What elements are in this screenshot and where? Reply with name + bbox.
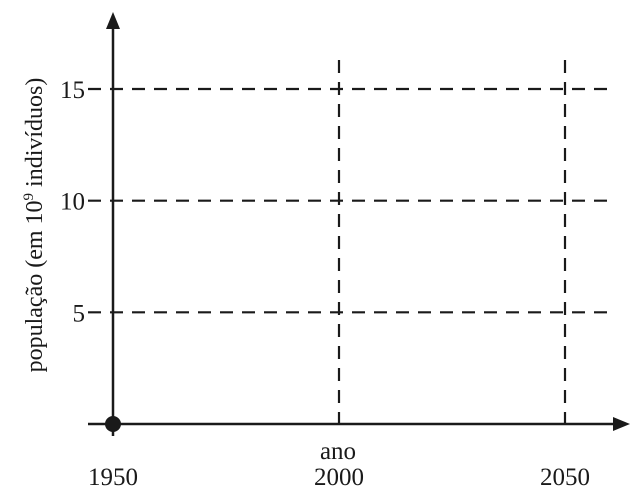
tick-labels: 5 10 15 1950 2000 2050 [60, 77, 590, 491]
y-tick-label-10: 10 [60, 189, 85, 216]
axes [88, 12, 630, 436]
y-axis-label-suffix: indivíduos) [22, 78, 48, 193]
data-points [105, 416, 121, 432]
y-axis-label-exponent: 9 [21, 193, 37, 201]
x-tick-label-2000: 2000 [314, 464, 364, 491]
x-axis-label: ano [320, 438, 356, 465]
y-axis-arrow-icon [106, 12, 120, 29]
x-axis-arrow-icon [613, 417, 630, 431]
y-tick-label-5: 5 [73, 300, 86, 327]
y-axis-label-prefix: população (em 10 [22, 200, 48, 372]
x-tick-label-1950: 1950 [88, 464, 138, 491]
data-point-0-0 [105, 416, 121, 432]
x-tick-label-2050: 2050 [540, 464, 590, 491]
y-tick-label-15: 15 [60, 77, 85, 104]
y-axis-label: população (em 109 indivíduos) [21, 78, 48, 373]
grid-lines [88, 60, 612, 434]
